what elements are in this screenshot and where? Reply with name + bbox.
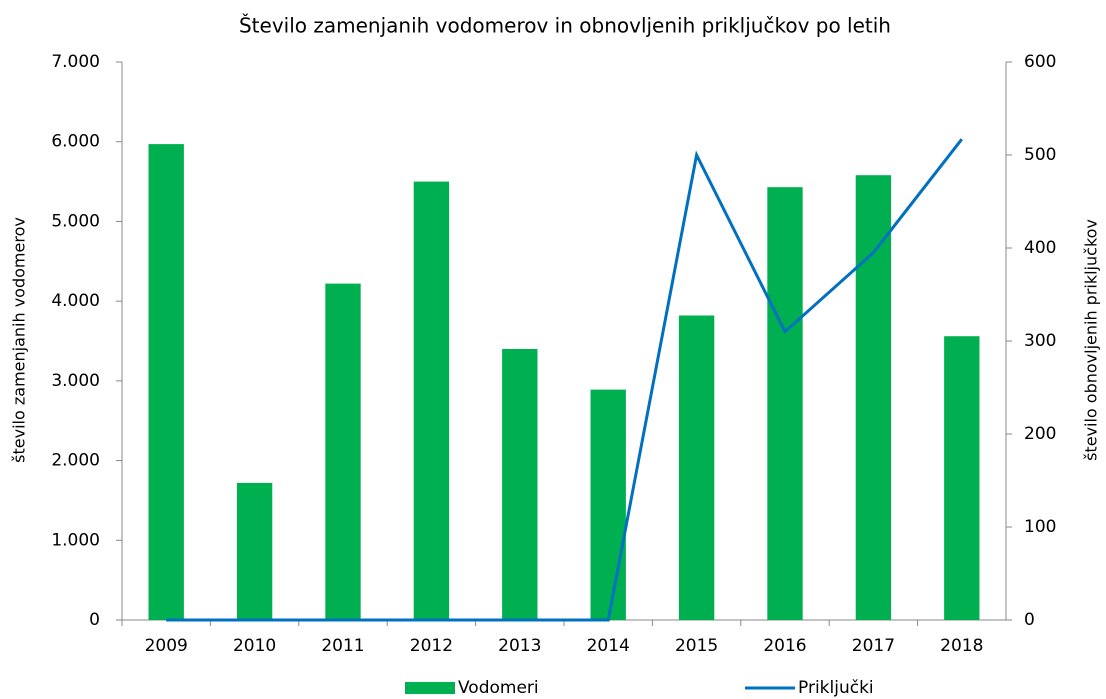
x-tick-label: 2010 [233,636,276,656]
legend-swatch [405,682,455,694]
y-tick-label: 1.000 [51,530,100,550]
bar [148,144,184,620]
x-tick-label: 2009 [145,636,188,656]
y2-tick-label: 200 [1024,424,1056,444]
y-tick-label: 0 [89,610,100,630]
y2-tick-label: 400 [1024,238,1056,258]
chart-title: Število zamenjanih vodomerov in obnovlje… [239,14,891,38]
x-tick-label: 2012 [410,636,453,656]
y2-axis-label: število obnovljenih priključkov [1082,219,1101,461]
bar [590,389,626,620]
bar [678,315,715,620]
y2-tick-label: 300 [1024,331,1056,351]
y2-tick-label: 600 [1024,52,1056,72]
y-tick-label: 2.000 [51,451,100,471]
bar [767,187,803,620]
bar [236,482,273,620]
y-tick-label: 4.000 [51,291,100,311]
y-axis-label: število zamenjanih vodomerov [10,217,29,463]
y2-tick-label: 100 [1024,517,1056,537]
bar [413,181,450,621]
x-tick-label: 2017 [852,636,895,656]
legend-label: Vodomeri [458,678,539,698]
y-tick-label: 6.000 [51,132,100,152]
legend-label: Priključki [798,678,874,698]
line [166,138,963,622]
bar [325,283,361,620]
y2-tick-label: 0 [1024,610,1035,630]
x-tick-label: 2015 [675,636,718,656]
y-tick-label: 5.000 [51,211,100,231]
y-tick-label: 7.000 [51,52,100,72]
y-tick-label: 3.000 [51,371,100,391]
x-tick-label: 2011 [321,636,364,656]
x-tick-label: 2016 [763,636,806,656]
x-tick-label: 2018 [940,636,983,656]
x-tick-label: 2013 [498,636,541,656]
bar [944,336,980,620]
bar [502,348,538,620]
bar [855,175,892,621]
y2-tick-label: 500 [1024,145,1056,165]
x-tick-label: 2014 [587,636,630,656]
